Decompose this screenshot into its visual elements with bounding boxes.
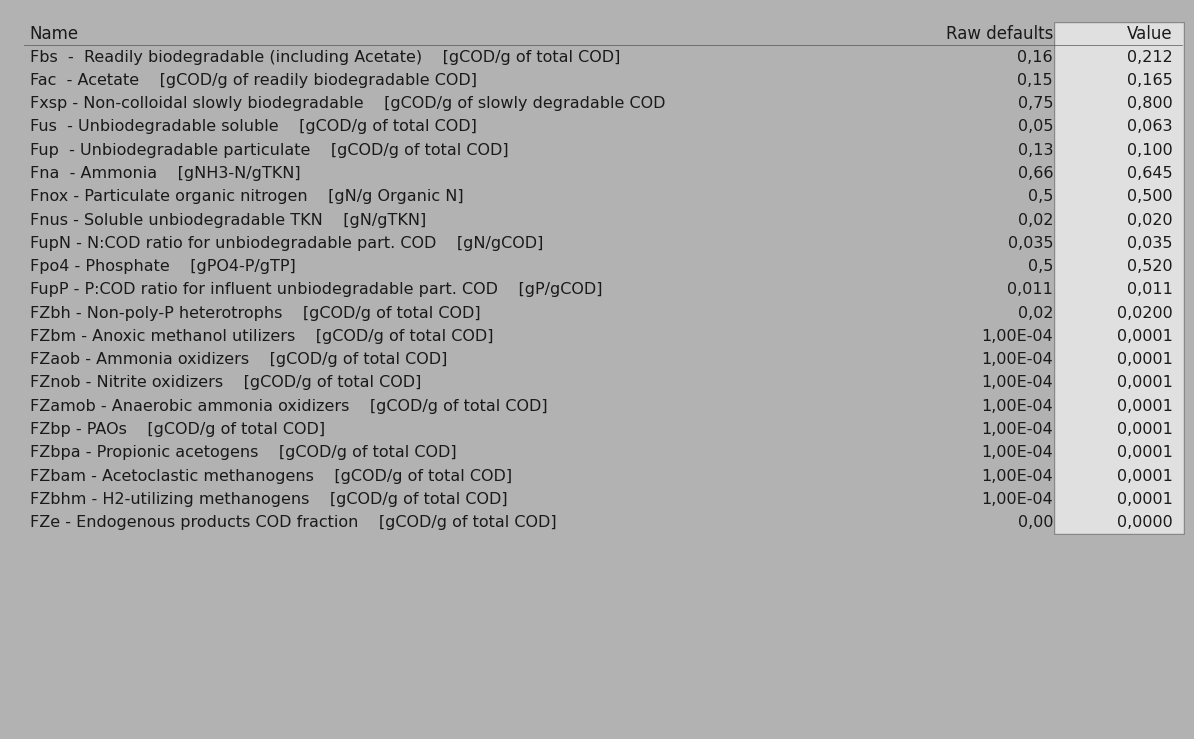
- Text: 0,0000: 0,0000: [1116, 515, 1173, 530]
- Text: 0,02: 0,02: [1017, 213, 1053, 228]
- Text: 0,75: 0,75: [1017, 96, 1053, 111]
- Text: 0,5: 0,5: [1028, 189, 1053, 204]
- Text: 1,00E-04: 1,00E-04: [981, 353, 1053, 367]
- Text: FZamob - Anaerobic ammonia oxidizers    [gCOD/g of total COD]: FZamob - Anaerobic ammonia oxidizers [gC…: [30, 399, 548, 414]
- Text: 0,0001: 0,0001: [1116, 353, 1173, 367]
- Text: 0,011: 0,011: [1008, 282, 1053, 297]
- Text: 0,063: 0,063: [1127, 120, 1173, 134]
- Text: FupP - P:COD ratio for influent unbiodegradable part. COD    [gP/gCOD]: FupP - P:COD ratio for influent unbiodeg…: [30, 282, 602, 297]
- Text: FZbhm - H2-utilizing methanogens    [gCOD/g of total COD]: FZbhm - H2-utilizing methanogens [gCOD/g…: [30, 492, 507, 507]
- Text: 0,035: 0,035: [1008, 236, 1053, 251]
- Text: FZaob - Ammonia oxidizers    [gCOD/g of total COD]: FZaob - Ammonia oxidizers [gCOD/g of tot…: [30, 353, 448, 367]
- Text: 0,0001: 0,0001: [1116, 492, 1173, 507]
- Text: 1,00E-04: 1,00E-04: [981, 469, 1053, 483]
- Text: FZbh - Non-poly-P heterotrophs    [gCOD/g of total COD]: FZbh - Non-poly-P heterotrophs [gCOD/g o…: [30, 306, 480, 321]
- Text: 0,520: 0,520: [1127, 259, 1173, 274]
- Text: FZbam - Acetoclastic methanogens    [gCOD/g of total COD]: FZbam - Acetoclastic methanogens [gCOD/g…: [30, 469, 512, 483]
- Text: 0,212: 0,212: [1127, 50, 1173, 64]
- Text: FZe - Endogenous products COD fraction    [gCOD/g of total COD]: FZe - Endogenous products COD fraction […: [30, 515, 556, 530]
- Text: 0,100: 0,100: [1127, 143, 1173, 157]
- Text: 0,020: 0,020: [1127, 213, 1173, 228]
- Text: Fus  - Unbiodegradable soluble    [gCOD/g of total COD]: Fus - Unbiodegradable soluble [gCOD/g of…: [30, 120, 476, 134]
- Text: 0,0001: 0,0001: [1116, 422, 1173, 437]
- Text: 0,02: 0,02: [1017, 306, 1053, 321]
- Text: 1,00E-04: 1,00E-04: [981, 446, 1053, 460]
- Text: Fpo4 - Phosphate    [gPO4-P/gTP]: Fpo4 - Phosphate [gPO4-P/gTP]: [30, 259, 296, 274]
- Text: 1,00E-04: 1,00E-04: [981, 329, 1053, 344]
- Text: Fbs  -  Readily biodegradable (including Acetate)    [gCOD/g of total COD]: Fbs - Readily biodegradable (including A…: [30, 50, 620, 64]
- Text: FZnob - Nitrite oxidizers    [gCOD/g of total COD]: FZnob - Nitrite oxidizers [gCOD/g of tot…: [30, 375, 421, 390]
- Text: 1,00E-04: 1,00E-04: [981, 399, 1053, 414]
- Bar: [1054, 22, 1184, 534]
- Text: 0,0001: 0,0001: [1116, 329, 1173, 344]
- Text: 0,165: 0,165: [1127, 73, 1173, 88]
- Text: Fnox - Particulate organic nitrogen    [gN/g Organic N]: Fnox - Particulate organic nitrogen [gN/…: [30, 189, 463, 204]
- Text: Fup  - Unbiodegradable particulate    [gCOD/g of total COD]: Fup - Unbiodegradable particulate [gCOD/…: [30, 143, 509, 157]
- Text: Fac  - Acetate    [gCOD/g of readily biodegradable COD]: Fac - Acetate [gCOD/g of readily biodegr…: [30, 73, 476, 88]
- Text: 0,0001: 0,0001: [1116, 375, 1173, 390]
- Text: FZbm - Anoxic methanol utilizers    [gCOD/g of total COD]: FZbm - Anoxic methanol utilizers [gCOD/g…: [30, 329, 493, 344]
- Text: 0,800: 0,800: [1127, 96, 1173, 111]
- Text: 0,16: 0,16: [1017, 50, 1053, 64]
- Text: Fnus - Soluble unbiodegradable TKN    [gN/gTKN]: Fnus - Soluble unbiodegradable TKN [gN/g…: [30, 213, 426, 228]
- Text: Value: Value: [1127, 25, 1173, 43]
- Text: 0,645: 0,645: [1127, 166, 1173, 181]
- Text: 0,00: 0,00: [1017, 515, 1053, 530]
- Text: 0,66: 0,66: [1017, 166, 1053, 181]
- Text: 0,0200: 0,0200: [1116, 306, 1173, 321]
- Text: Fxsp - Non-colloidal slowly biodegradable    [gCOD/g of slowly degradable COD: Fxsp - Non-colloidal slowly biodegradabl…: [30, 96, 665, 111]
- Text: 1,00E-04: 1,00E-04: [981, 375, 1053, 390]
- Text: 0,0001: 0,0001: [1116, 399, 1173, 414]
- Text: 0,15: 0,15: [1017, 73, 1053, 88]
- Text: FZbpa - Propionic acetogens    [gCOD/g of total COD]: FZbpa - Propionic acetogens [gCOD/g of t…: [30, 446, 456, 460]
- Text: FZbp - PAOs    [gCOD/g of total COD]: FZbp - PAOs [gCOD/g of total COD]: [30, 422, 325, 437]
- Text: Fna  - Ammonia    [gNH3-N/gTKN]: Fna - Ammonia [gNH3-N/gTKN]: [30, 166, 301, 181]
- Text: Name: Name: [30, 25, 79, 43]
- Text: 1,00E-04: 1,00E-04: [981, 492, 1053, 507]
- Text: 0,05: 0,05: [1017, 120, 1053, 134]
- Bar: [1054, 22, 1184, 534]
- Text: FupN - N:COD ratio for unbiodegradable part. COD    [gN/gCOD]: FupN - N:COD ratio for unbiodegradable p…: [30, 236, 543, 251]
- Text: 0,0001: 0,0001: [1116, 446, 1173, 460]
- Text: 0,13: 0,13: [1017, 143, 1053, 157]
- Text: Raw defaults: Raw defaults: [946, 25, 1053, 43]
- Text: 0,035: 0,035: [1127, 236, 1173, 251]
- Text: 0,5: 0,5: [1028, 259, 1053, 274]
- Text: 0,500: 0,500: [1127, 189, 1173, 204]
- Text: 1,00E-04: 1,00E-04: [981, 422, 1053, 437]
- Text: 0,011: 0,011: [1127, 282, 1173, 297]
- Text: 0,0001: 0,0001: [1116, 469, 1173, 483]
